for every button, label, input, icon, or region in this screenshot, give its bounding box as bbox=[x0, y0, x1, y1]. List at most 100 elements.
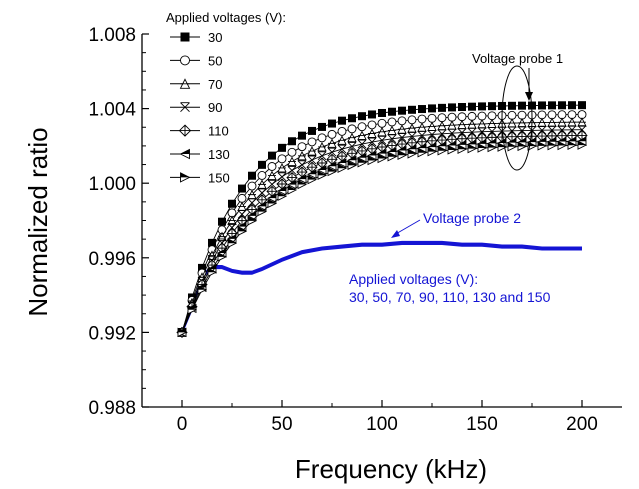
marker-tri-right-fill bbox=[358, 158, 366, 163]
probe2-lines bbox=[181, 240, 582, 335]
marker-square bbox=[238, 184, 246, 193]
marker-x bbox=[447, 128, 457, 138]
x-axis-title: Frequency (kHz) bbox=[295, 454, 487, 484]
y-tick-label: 1.004 bbox=[88, 100, 136, 121]
marker-square bbox=[368, 110, 376, 119]
marker-x bbox=[277, 172, 287, 182]
marker-tri-left-fill bbox=[428, 143, 436, 148]
marker-circle bbox=[180, 55, 190, 66]
legend-label: 70 bbox=[208, 77, 222, 92]
marker-square bbox=[508, 101, 516, 110]
legend-label: 90 bbox=[208, 100, 222, 115]
x-tick-label: 150 bbox=[466, 414, 498, 435]
marker-square bbox=[428, 104, 436, 113]
marker-tri-left-fill bbox=[348, 156, 356, 161]
marker-x bbox=[467, 127, 477, 137]
marker-tri-left-fill bbox=[518, 138, 526, 143]
marker-x bbox=[357, 139, 367, 149]
series-90 bbox=[177, 125, 587, 337]
series-130 bbox=[176, 136, 587, 338]
marker-tri-left-fill bbox=[508, 138, 516, 143]
marker-x bbox=[547, 125, 557, 135]
marker-diamond bbox=[486, 131, 498, 144]
marker-tri-right-fill bbox=[568, 141, 576, 146]
marker-circle bbox=[267, 162, 277, 171]
marker-tri-right-fill bbox=[308, 175, 316, 180]
marker-tri-right-fill bbox=[578, 141, 586, 146]
marker-square bbox=[228, 199, 236, 208]
marker-tri-right-fill bbox=[418, 148, 426, 153]
marker-x bbox=[337, 144, 347, 154]
marker-circle bbox=[477, 111, 487, 121]
marker-square bbox=[338, 116, 346, 125]
marker-tri-right-fill bbox=[180, 172, 190, 178]
marker-x bbox=[487, 126, 497, 136]
marker-circle bbox=[467, 111, 477, 121]
marker-tri-left-fill bbox=[278, 186, 286, 191]
marker-square bbox=[548, 101, 556, 110]
marker-circle bbox=[417, 114, 427, 124]
probe2-line bbox=[181, 243, 582, 335]
marker-diamond bbox=[506, 131, 518, 143]
marker-triangle bbox=[567, 117, 577, 127]
marker-tri-left-fill bbox=[238, 222, 246, 227]
marker-triangle bbox=[467, 119, 477, 129]
marker-circle bbox=[337, 126, 347, 136]
marker-square bbox=[208, 238, 216, 247]
marker-triangle bbox=[427, 121, 437, 131]
marker-x bbox=[457, 128, 467, 137]
marker-tri-left-fill bbox=[468, 140, 476, 145]
marker-x bbox=[557, 125, 567, 135]
marker-triangle bbox=[437, 120, 447, 131]
marker-triangle bbox=[387, 125, 397, 135]
probe1-ellipse bbox=[501, 65, 533, 171]
marker-tri-left-fill bbox=[328, 162, 336, 167]
marker-square bbox=[518, 101, 526, 110]
marker-square bbox=[468, 102, 476, 111]
marker-tri-left-fill bbox=[308, 170, 316, 175]
marker-square bbox=[538, 101, 546, 110]
marker-triangle bbox=[257, 179, 267, 189]
marker-circle bbox=[237, 193, 247, 203]
marker-tri-right-fill bbox=[268, 199, 276, 204]
marker-x bbox=[517, 126, 527, 135]
marker-tri-right-fill bbox=[248, 216, 256, 221]
marker-tri-left-fill bbox=[358, 153, 366, 158]
marker-diamond bbox=[256, 194, 268, 206]
marker-square bbox=[448, 103, 456, 112]
marker-triangle bbox=[337, 135, 347, 145]
marker-tri-left-fill bbox=[378, 149, 386, 154]
y-tick-label: 0.996 bbox=[88, 249, 136, 270]
probe1-arrow-head bbox=[525, 92, 533, 101]
y-tick-label: 0.992 bbox=[88, 323, 136, 344]
marker-triangle bbox=[287, 156, 297, 166]
marker-x bbox=[397, 133, 407, 142]
marker-tri-left-fill bbox=[558, 137, 566, 142]
marker-x bbox=[247, 198, 257, 208]
marker-tri-left-fill bbox=[548, 137, 556, 142]
marker-triangle bbox=[327, 138, 337, 148]
marker-x bbox=[377, 135, 387, 145]
marker-circle bbox=[437, 113, 447, 123]
marker-tri-right-fill bbox=[388, 152, 396, 157]
marker-triangle bbox=[317, 141, 327, 152]
marker-tri-left-fill bbox=[180, 149, 190, 154]
marker-tri-left-fill bbox=[568, 137, 576, 142]
marker-tri-left-fill bbox=[288, 180, 296, 185]
legend-label: 30 bbox=[208, 30, 222, 45]
marker-circle bbox=[347, 124, 357, 134]
marker-triangle bbox=[417, 122, 427, 132]
probe2-line bbox=[181, 241, 582, 333]
marker-circle bbox=[297, 142, 307, 152]
marker-tri-left-fill bbox=[338, 159, 346, 164]
marker-tri-right-fill bbox=[278, 192, 286, 197]
legend-label: 50 bbox=[208, 53, 222, 68]
marker-triangle bbox=[297, 150, 307, 161]
marker-x bbox=[577, 125, 587, 135]
marker-x bbox=[367, 137, 377, 147]
marker-triangle bbox=[347, 132, 357, 143]
x-tick-label: 100 bbox=[366, 414, 398, 435]
marker-tri-left-fill bbox=[448, 141, 456, 146]
marker-tri-left-fill bbox=[408, 145, 416, 150]
marker-x bbox=[287, 165, 297, 175]
